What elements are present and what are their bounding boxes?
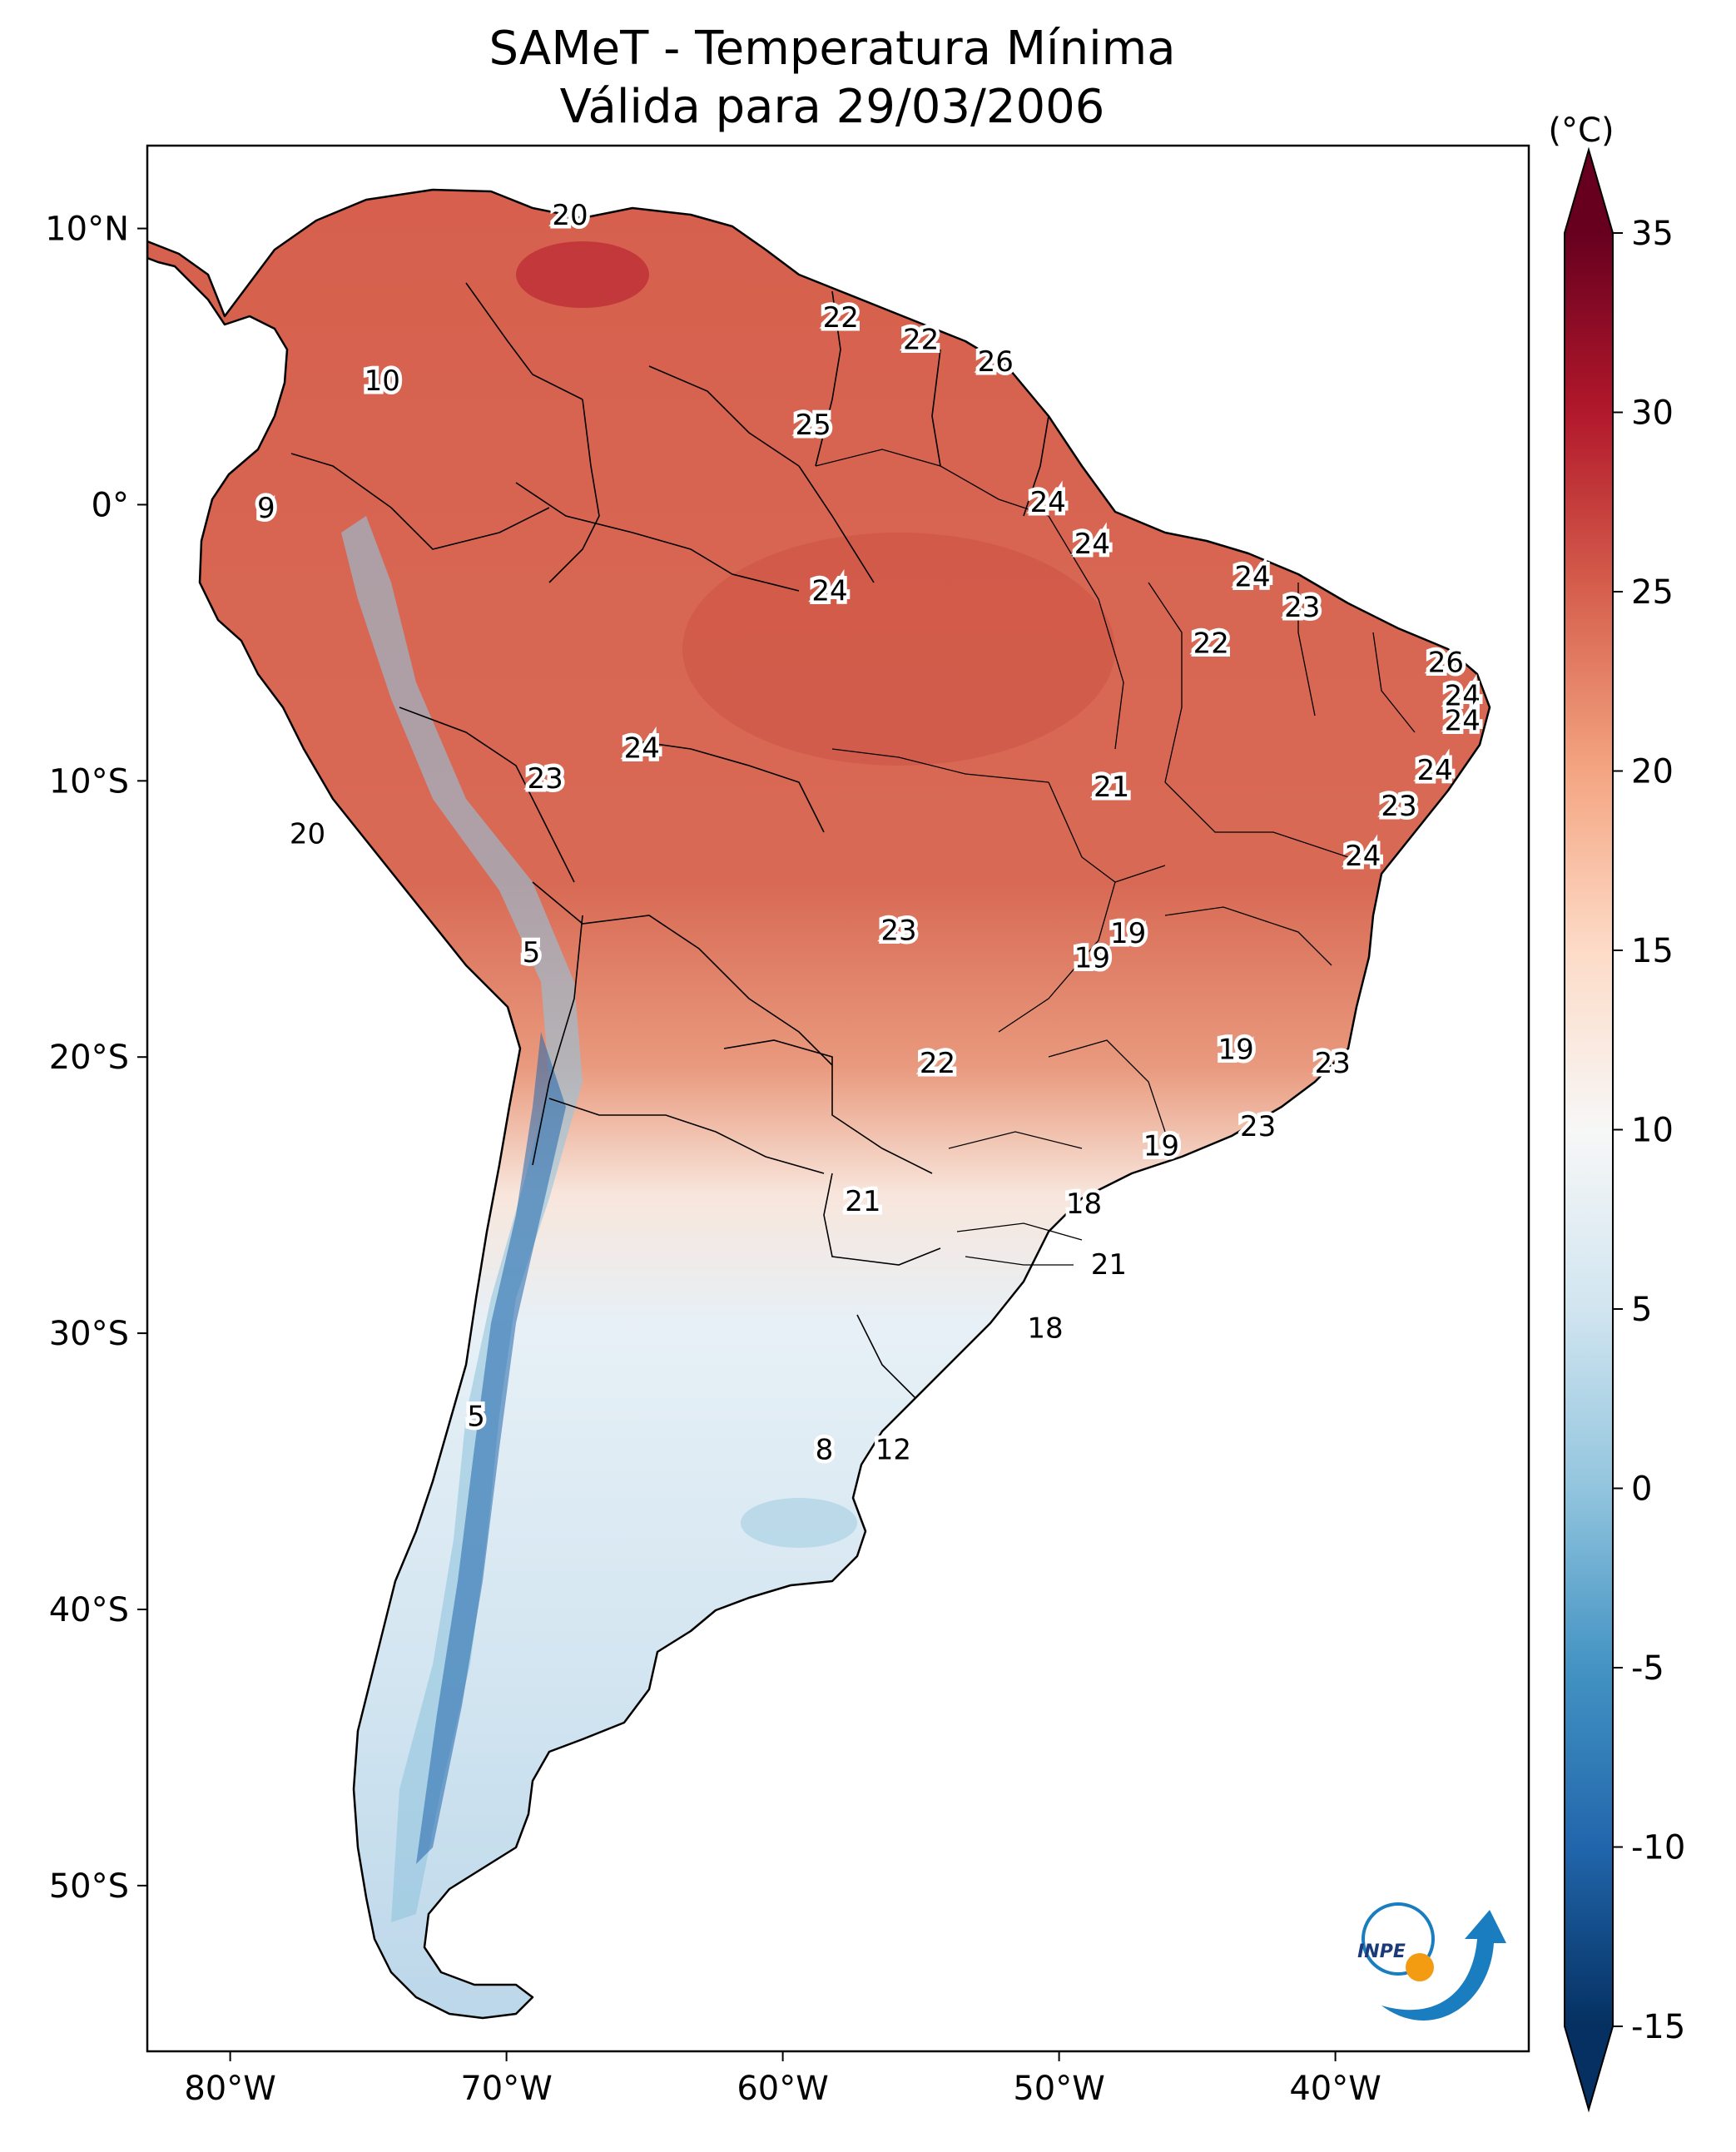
map-frame xyxy=(146,144,1530,2053)
temperature-label: 21 xyxy=(1094,771,1129,804)
temperature-label: 24 xyxy=(1074,528,1110,561)
lon-tick-label: 50°W xyxy=(1013,2070,1104,2108)
colorbar-tick-label: 20 xyxy=(1631,753,1674,791)
logo-text: INPE xyxy=(1357,1941,1406,1962)
colorbar-tick-label: -10 xyxy=(1631,1829,1685,1867)
temperature-label: 22 xyxy=(920,1047,955,1080)
temperature-label: 18 xyxy=(1066,1188,1102,1221)
colorbar-tick-label: 35 xyxy=(1631,215,1674,253)
inpe-logo: INPE xyxy=(1357,1902,1506,2021)
temperature-label: 19 xyxy=(1110,917,1146,950)
colorbar: (°C) 35 30 25 20 15 10 5 0 -5 -10 -15 xyxy=(1548,112,1685,2113)
temperature-label: 23 xyxy=(1381,790,1416,823)
lon-tick-label: 70°W xyxy=(460,2070,552,2108)
temperature-label: 24 xyxy=(1445,679,1481,712)
temperature-label: 20 xyxy=(290,817,325,850)
logo-orbit-ring xyxy=(1362,1902,1435,1976)
warm-core-amazon xyxy=(682,533,1115,766)
colorbar-tick-label: 25 xyxy=(1631,573,1674,612)
temperature-label: 25 xyxy=(795,409,831,442)
title-line-1: SAMeT - Temperatura Mínima xyxy=(489,22,1175,76)
lon-tick-label: 40°W xyxy=(1289,2070,1381,2108)
map-area xyxy=(147,146,1529,2051)
temperature-label: 22 xyxy=(1193,627,1229,660)
colorbar-tick-label: -15 xyxy=(1631,2008,1685,2046)
lat-tick-label: 40°S xyxy=(49,1591,129,1629)
lat-tick-label: 50°S xyxy=(49,1867,129,1906)
country-borders xyxy=(290,282,1049,1399)
temperature-label: 19 xyxy=(1143,1129,1179,1163)
andes-cold-core xyxy=(416,1032,566,1864)
temperature-label: 23 xyxy=(1240,1110,1276,1143)
colorbar-unit: (°C) xyxy=(1548,112,1614,150)
temperature-label: 5 xyxy=(467,1401,485,1434)
temperature-label: 26 xyxy=(1428,647,1464,680)
title-line-2: Válida para 29/03/2006 xyxy=(560,80,1105,134)
temperature-label: 24 xyxy=(1345,840,1381,873)
temperature-label: 8 xyxy=(816,1433,834,1466)
colorbar-tick-label: -5 xyxy=(1631,1649,1664,1688)
temperature-label: 23 xyxy=(527,762,563,796)
logo-swoosh-arrow xyxy=(1381,1910,1506,2021)
lat-tick-label: 10°N xyxy=(45,211,129,249)
lat-tick-label: 30°S xyxy=(49,1315,129,1353)
temperature-label: 26 xyxy=(978,345,1014,379)
temperature-label: 19 xyxy=(1074,942,1110,975)
temperature-label: 24 xyxy=(1416,754,1452,787)
colorbar-body xyxy=(1565,233,1613,2026)
temperature-label: 23 xyxy=(1284,591,1320,624)
axis-ticks: 80°W 70°W 60°W 50°W 40°W 10°N 0° 10°S 20°S 30°S 40… xyxy=(45,211,1381,2108)
lat-tick-label: 20°S xyxy=(49,1039,129,1077)
lon-tick-label: 80°W xyxy=(184,2070,275,2108)
temperature-label: 24 xyxy=(1030,486,1066,519)
temperature-label: 24 xyxy=(624,732,660,766)
temperature-label: 22 xyxy=(823,301,859,335)
temperature-label: 24 xyxy=(811,574,847,607)
temperature-label: 21 xyxy=(845,1185,880,1218)
colorbar-tick-label: 5 xyxy=(1631,1291,1652,1329)
temperature-label: 24 xyxy=(1234,561,1270,594)
lat-tick-label: 0° xyxy=(92,486,129,524)
colorbar-max-extension xyxy=(1565,150,1613,233)
colorbar-tick-label: 15 xyxy=(1631,932,1674,970)
temperature-label: 21 xyxy=(1091,1248,1127,1282)
temperature-label: 24 xyxy=(1445,704,1481,737)
temperature-label: 10 xyxy=(365,364,400,398)
lon-tick-label: 60°W xyxy=(737,2070,828,2108)
colorbar-tick-label: 10 xyxy=(1631,1112,1674,1150)
temperature-label: 23 xyxy=(1315,1047,1351,1080)
temperature-label: 18 xyxy=(1027,1312,1063,1345)
temperature-label: 23 xyxy=(880,915,916,948)
colorbar-tick-label: 30 xyxy=(1631,394,1674,433)
lat-tick-label: 10°S xyxy=(49,762,129,801)
temperature-label: 22 xyxy=(903,323,939,356)
colorbar-ticks: 35 30 25 20 15 10 5 0 -5 -10 -15 xyxy=(1613,215,1685,2046)
cold-pocket-pampas xyxy=(741,1498,857,1548)
state-borders xyxy=(815,449,1416,1266)
warm-core-north xyxy=(516,241,649,308)
temperature-label: 9 xyxy=(257,492,275,525)
temperature-label: 20 xyxy=(552,199,588,232)
colorbar-min-extension xyxy=(1565,2026,1613,2110)
logo-orange-dot xyxy=(1406,1953,1434,1981)
colorbar-tick-label: 0 xyxy=(1631,1470,1652,1509)
temperature-label: 19 xyxy=(1218,1033,1253,1066)
temperature-label: 5 xyxy=(523,936,541,969)
temperature-label: 12 xyxy=(875,1433,911,1466)
